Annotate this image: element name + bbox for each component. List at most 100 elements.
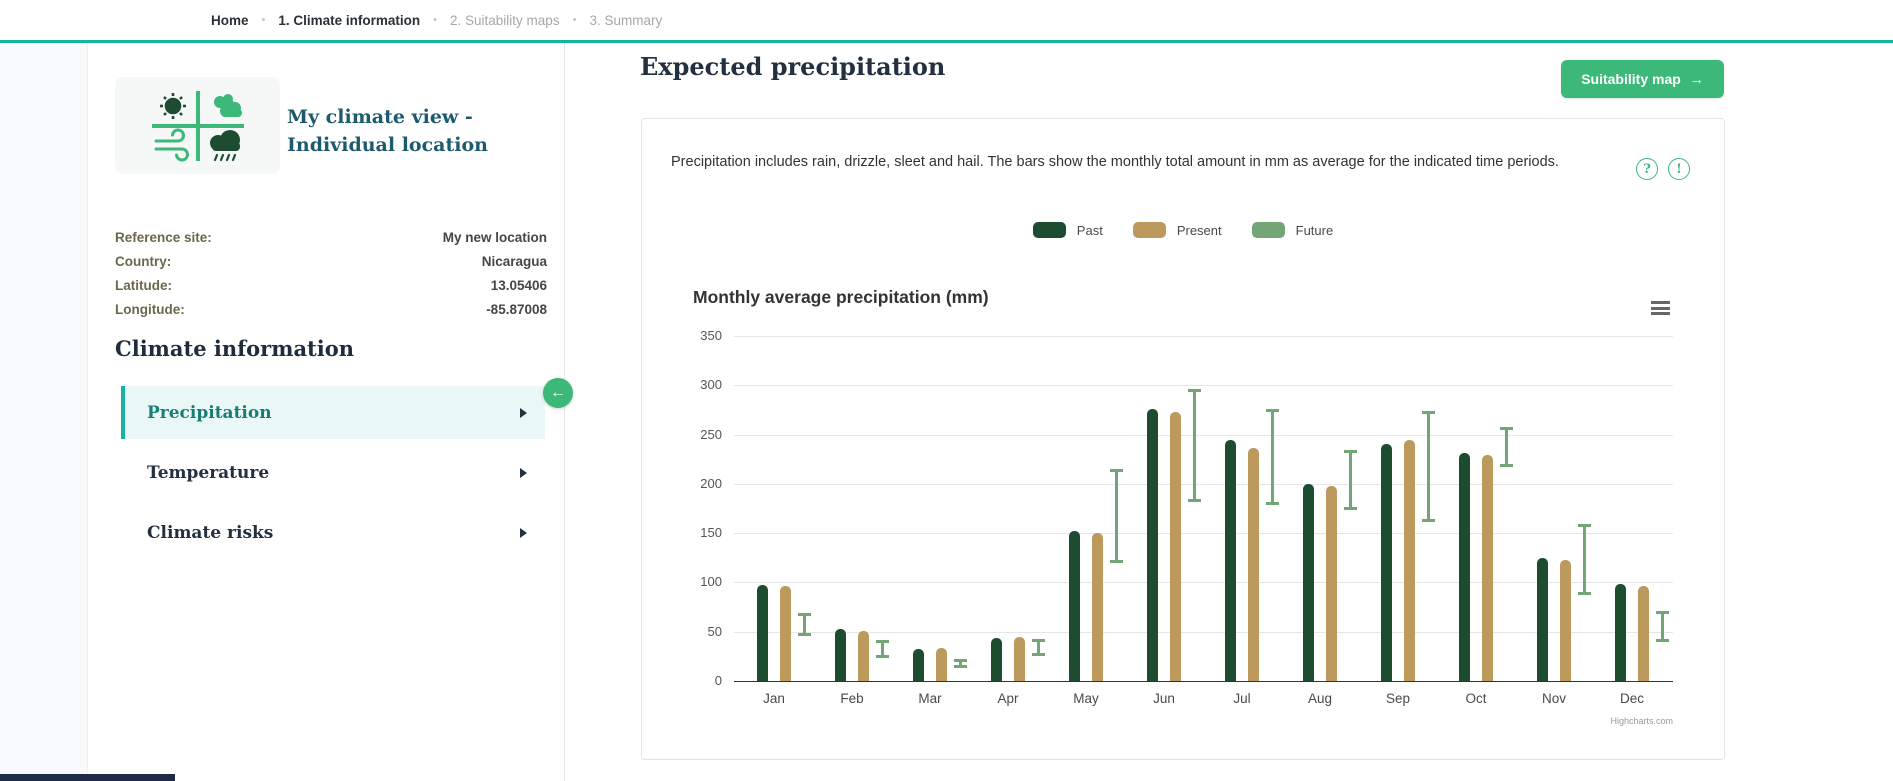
gridline — [734, 483, 1673, 485]
bar-present — [936, 648, 947, 681]
right-arrow-icon: → — [1689, 71, 1704, 87]
info-row: Longitude: -85.87008 — [115, 297, 547, 321]
bar-past — [1069, 531, 1080, 681]
info-row: Country: Nicaragua — [115, 249, 547, 273]
breadcrumb-item[interactable]: 1. Climate information — [278, 12, 421, 28]
bar-present — [1404, 440, 1415, 681]
error-bar-future — [1656, 611, 1669, 642]
wind-icon — [154, 128, 189, 161]
error-bar-future — [1266, 408, 1279, 505]
x-axis-label: Nov — [1541, 691, 1566, 706]
sun-icon — [159, 92, 186, 119]
breadcrumb-item[interactable]: Home — [211, 12, 249, 28]
x-axis-label: Aug — [1307, 691, 1333, 706]
error-bar-line — [959, 659, 962, 669]
info-value: 13.05406 — [490, 277, 547, 293]
legend-item-future[interactable]: Future — [1251, 222, 1333, 238]
error-bar-line — [1427, 410, 1430, 523]
x-axis-label: Jan — [763, 691, 785, 706]
chart-title: Monthly average precipitation (mm) — [693, 287, 989, 307]
y-axis-label: 0 — [714, 673, 722, 688]
bar-past — [1459, 453, 1470, 681]
error-bar-line — [1193, 389, 1196, 502]
legend-item-present[interactable]: Present — [1132, 222, 1222, 238]
sidebar-heading: Climate information — [115, 336, 354, 361]
exclamation-icon[interactable]: ! — [1668, 158, 1690, 180]
gridline — [734, 385, 1673, 387]
error-bar-line — [1583, 524, 1586, 596]
rain-cloud-icon — [209, 129, 240, 161]
y-axis-label: 350 — [700, 328, 722, 343]
suitability-map-button[interactable]: Suitability map → — [1561, 60, 1724, 98]
bar-past — [1147, 408, 1158, 681]
info-value: My new location — [442, 229, 547, 245]
gridline — [734, 533, 1673, 535]
error-bar-future — [1344, 450, 1357, 511]
chevron-right-icon — [520, 407, 527, 418]
bar-past — [1303, 483, 1314, 681]
bar-past — [757, 585, 768, 681]
question-icon[interactable]: ? — [1636, 158, 1658, 180]
y-axis-label: 250 — [700, 426, 722, 442]
bar-past — [1381, 444, 1392, 681]
bar-present — [780, 586, 791, 681]
sidebar-item-climate-risks[interactable]: Climate risks — [121, 506, 545, 559]
info-label: Reference site: — [115, 229, 212, 245]
legend-label: Past — [1076, 222, 1103, 238]
breadcrumb-separator: • — [261, 14, 266, 26]
chart-plot: Monthly average precipitation (mm) Highc… — [642, 259, 1724, 759]
x-axis-line — [734, 681, 1673, 682]
breadcrumb-item[interactable]: 2. Suitability maps — [450, 12, 560, 28]
left-arrow-icon: ← — [550, 384, 566, 401]
footer-strip — [0, 774, 175, 781]
bar-past — [1615, 584, 1626, 681]
x-axis-label: Oct — [1465, 691, 1487, 706]
breadcrumb-separator: • — [433, 14, 438, 26]
legend-swatch — [1032, 222, 1066, 238]
error-bar-line — [1271, 408, 1274, 505]
breadcrumb-item[interactable]: 3. Summary — [589, 12, 663, 28]
sidebar-item-temperature[interactable]: Temperature — [121, 446, 545, 499]
y-axis-label: 200 — [700, 475, 722, 491]
collapse-sidebar-button[interactable]: ← — [543, 378, 573, 408]
error-bar-line — [1115, 469, 1118, 563]
chart-context-menu-button[interactable] — [1649, 299, 1673, 321]
sidebar-item-precipitation[interactable]: Precipitation — [121, 386, 545, 439]
gridline — [734, 336, 1673, 337]
x-axis-label: Feb — [840, 691, 864, 706]
sidebar: My climate view - Individual location Re… — [88, 43, 565, 781]
sidebar-menu: Precipitation Temperature Climate risks — [121, 386, 545, 566]
chart-legend: Past Present Future — [642, 222, 1724, 238]
bar-present — [1014, 636, 1025, 681]
error-bar-line — [803, 612, 806, 636]
sidebar-item-label: Temperature — [147, 462, 270, 483]
bar-present — [1170, 411, 1181, 681]
chevron-right-icon — [520, 527, 527, 538]
info-value: Nicaragua — [481, 253, 547, 269]
left-gutter — [0, 43, 88, 781]
error-bar-line — [1349, 450, 1352, 511]
info-row: Reference site: My new location — [115, 225, 547, 249]
legend-swatch — [1132, 222, 1166, 238]
x-axis-label: May — [1073, 691, 1099, 706]
chart-description: Precipitation includes rain, drizzle, sl… — [671, 154, 1559, 170]
bar-present — [1248, 448, 1259, 681]
bar-present — [1638, 586, 1649, 681]
bar-present — [1560, 559, 1571, 681]
legend-item-past[interactable]: Past — [1032, 222, 1103, 238]
info-label: Latitude: — [115, 277, 172, 293]
gridline — [734, 631, 1673, 633]
highcharts-credit: Highcharts.com — [1610, 716, 1673, 726]
error-bar-future — [1422, 410, 1435, 523]
error-bar-future — [798, 612, 811, 636]
info-value: -85.87008 — [486, 301, 547, 317]
bar-past — [991, 637, 1002, 681]
x-axis-label: Jun — [1153, 691, 1175, 706]
error-bar-line — [881, 639, 884, 659]
error-bar-line — [1661, 611, 1664, 642]
error-bar-future — [1188, 389, 1201, 502]
reference-info: Reference site: My new location Country: Ni… — [115, 225, 547, 321]
y-axis-label: 100 — [700, 574, 722, 590]
chevron-right-icon — [520, 467, 527, 478]
info-row: Latitude: 13.05406 — [115, 273, 547, 297]
